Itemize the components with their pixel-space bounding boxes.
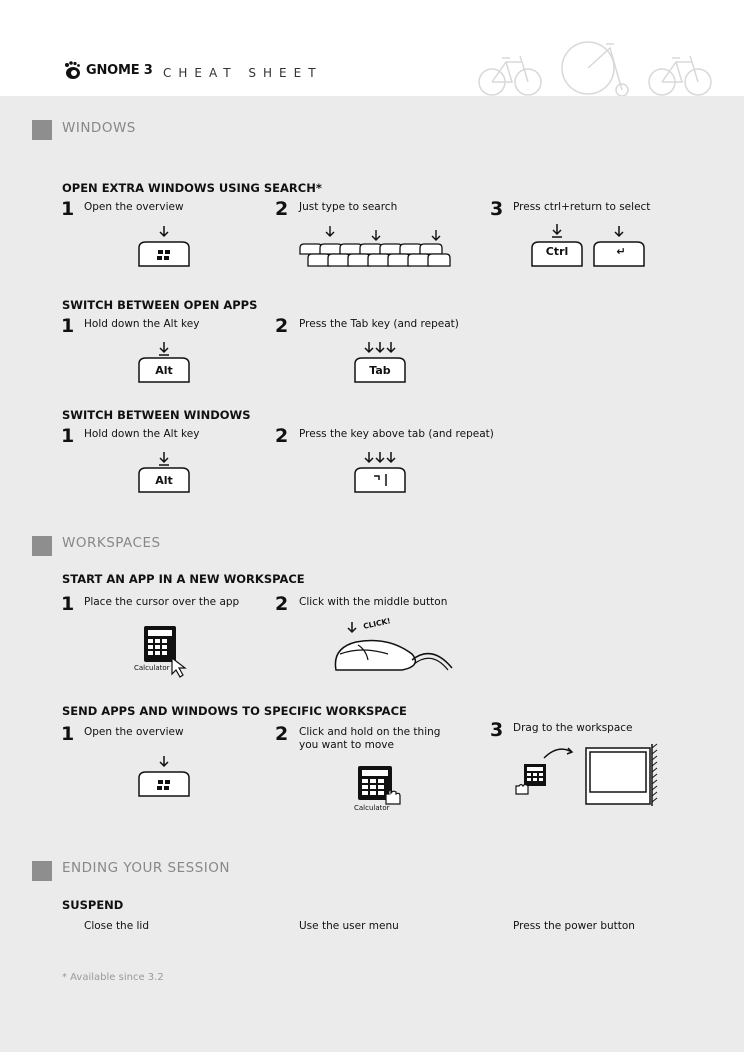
- step-text: Press the Tab key (and repeat): [299, 318, 459, 330]
- search-heading: OPEN EXTRA WINDOWS USING SEARCH*: [62, 181, 322, 195]
- calculator-label: Calculator: [354, 804, 390, 812]
- calculator-grab-icon: [358, 766, 401, 805]
- section-marker: [32, 120, 52, 140]
- step-number: 2: [275, 593, 289, 615]
- section-title-ending: ENDING YOUR SESSION: [62, 860, 230, 876]
- alt-key-icon: [138, 342, 190, 383]
- step-text: Hold down the Alt key: [84, 318, 200, 330]
- alt-key-icon: [138, 452, 190, 493]
- mouse-middle-click-icon: [334, 622, 453, 671]
- step-number: 3: [490, 719, 504, 741]
- ctrl-return-keys-icon: [531, 224, 645, 267]
- suspend-option-lid: Close the lid: [84, 920, 150, 932]
- step-number: 1: [61, 723, 75, 745]
- drag-to-workspace-icon: [515, 743, 658, 806]
- step-number: 2: [275, 723, 289, 745]
- step-text: Open the overview: [84, 201, 184, 213]
- header: GNOME 3 CHEAT SHEET: [0, 0, 744, 97]
- step-text-line: Click and hold on the thing: [299, 726, 441, 738]
- step-text: Press ctrl+return to select: [513, 201, 651, 213]
- switch-apps-heading: SWITCH BETWEEN OPEN APPS: [62, 298, 258, 312]
- step-text: Drag to the workspace: [513, 722, 633, 734]
- step-text: Click with the middle button: [299, 596, 448, 608]
- return-key-label: ↵: [616, 245, 626, 258]
- step-number: 1: [61, 315, 75, 337]
- section-title-workspaces: WORKSPACES: [62, 535, 161, 551]
- step-number: 1: [61, 593, 75, 615]
- super-key-icon: [138, 756, 190, 797]
- keyboard-icon: [299, 226, 451, 267]
- grave-key-icon: [354, 452, 406, 493]
- step-text: Just type to search: [299, 201, 398, 213]
- step-number: 1: [61, 198, 75, 220]
- section-marker: [32, 536, 52, 556]
- footnote: * Available since 3.2: [62, 972, 164, 983]
- step-text: Open the overview: [84, 726, 184, 738]
- alt-key-label: Alt: [155, 364, 173, 377]
- step-text-line: you want to move: [299, 739, 394, 751]
- header-subtitle: CHEAT SHEET: [163, 66, 323, 80]
- step-number: 3: [490, 198, 504, 220]
- calculator-label: Calculator: [134, 664, 170, 672]
- send-apps-heading: SEND APPS AND WINDOWS TO SPECIFIC WORKSP…: [62, 704, 407, 718]
- step-text: Hold down the Alt key: [84, 428, 200, 440]
- step-number: 2: [275, 425, 289, 447]
- step-number: 1: [61, 425, 75, 447]
- alt-key-label: Alt: [155, 474, 173, 487]
- ctrl-key-label: Ctrl: [545, 245, 569, 258]
- suspend-option-user-menu: Use the user menu: [299, 920, 399, 932]
- tab-key-label: Tab: [369, 364, 391, 377]
- calculator-app-icon: [144, 626, 187, 678]
- tab-key-icon: [354, 342, 406, 383]
- bicycles-decoration: [478, 41, 712, 97]
- step-text: Place the cursor over the app: [84, 596, 240, 608]
- section-title-windows: WINDOWS: [62, 120, 136, 136]
- gnome-logo: GNOME 3: [62, 60, 153, 80]
- step-number: 2: [275, 198, 289, 220]
- new-workspace-heading: START AN APP IN A NEW WORKSPACE: [62, 572, 305, 586]
- suspend-option-power-button: Press the power button: [513, 920, 635, 932]
- step-text: Press the key above tab (and repeat): [299, 428, 494, 440]
- gnome-foot-icon: [65, 61, 80, 79]
- logo-text: GNOME 3: [86, 62, 153, 78]
- section-marker: [32, 861, 52, 881]
- switch-windows-heading: SWITCH BETWEEN WINDOWS: [62, 408, 251, 422]
- step-text: Click and hold on the thing you want to m…: [299, 726, 440, 752]
- super-key-icon: [138, 226, 190, 267]
- suspend-heading: SUSPEND: [62, 898, 124, 912]
- step-number: 2: [275, 315, 289, 337]
